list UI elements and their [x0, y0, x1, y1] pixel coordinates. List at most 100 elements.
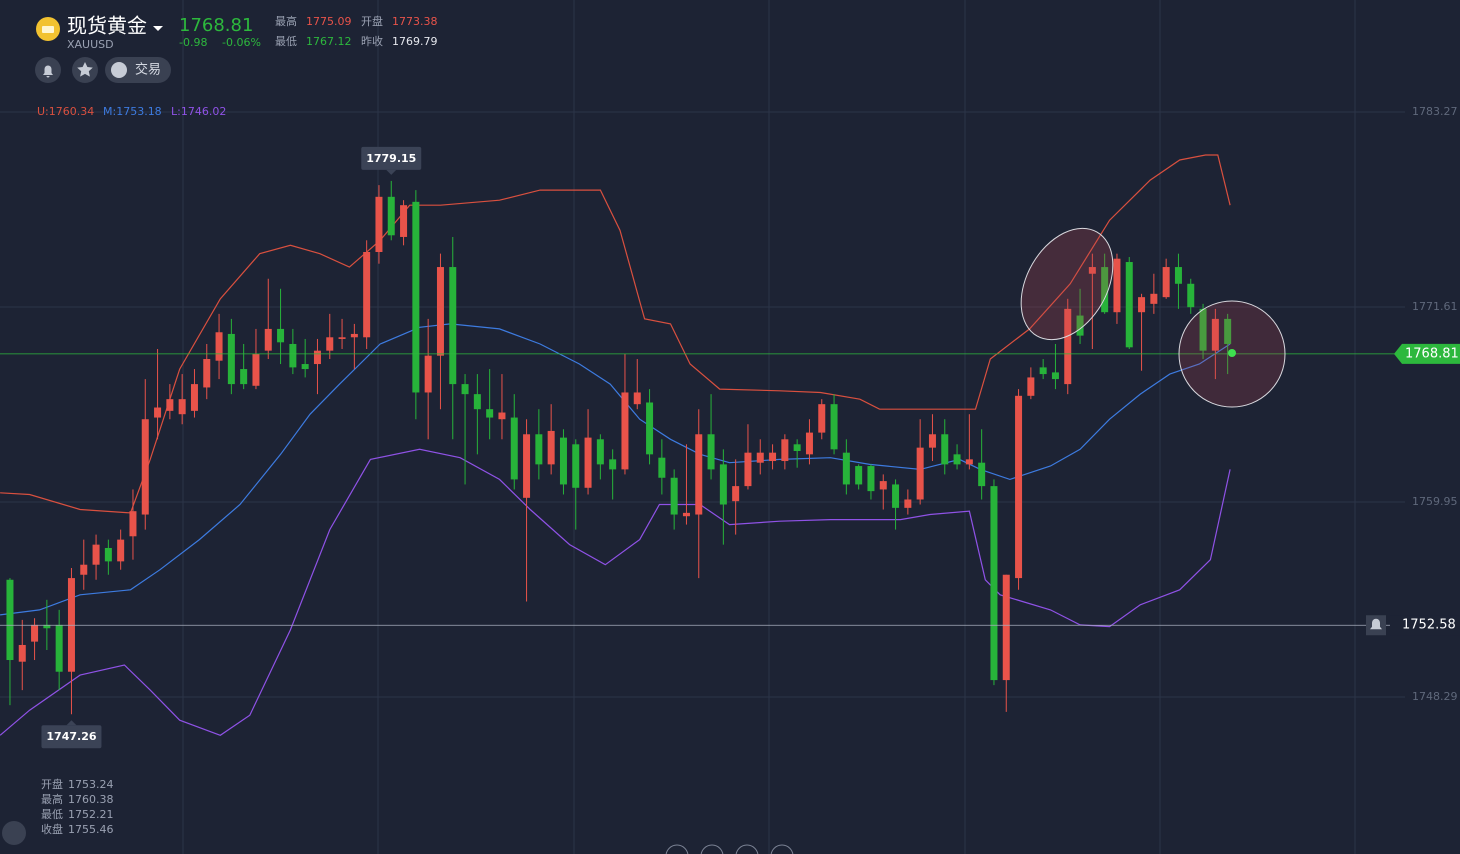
candle-body — [769, 452, 777, 462]
footer-controls — [2, 821, 794, 854]
candle-body — [363, 252, 371, 338]
star-icon — [77, 62, 93, 77]
legend-entry: M:1753.18 — [103, 105, 162, 118]
bell-icon — [43, 65, 53, 78]
candle-body — [1051, 372, 1059, 380]
candle-body — [338, 337, 346, 339]
candle-body — [240, 369, 248, 385]
candle-body — [117, 539, 125, 562]
candle-body — [6, 579, 14, 661]
candle-body — [1211, 318, 1219, 351]
candle-body — [978, 462, 986, 487]
nav-button[interactable] — [665, 844, 689, 854]
candle-body — [436, 267, 444, 356]
candle-body — [523, 434, 531, 498]
candle-body — [621, 392, 629, 470]
candle-body — [879, 481, 887, 490]
nav-button[interactable] — [735, 844, 759, 854]
alert-tag — [1390, 615, 1460, 636]
candle-body — [190, 384, 198, 411]
candle-body — [830, 404, 838, 450]
candle-body — [375, 196, 383, 253]
stat-label: 昨收 — [361, 34, 383, 48]
candle-body — [486, 409, 494, 418]
trade-icon — [111, 62, 127, 78]
candle-body — [264, 328, 272, 351]
max-label-pointer — [386, 169, 397, 175]
candle-body — [1027, 377, 1035, 396]
candle-body — [596, 439, 604, 465]
max-label-box — [361, 146, 422, 170]
current-price-label: 1768.81 — [1405, 346, 1459, 361]
candle-body — [818, 404, 826, 433]
candle-body — [682, 512, 690, 517]
gold-icon-bar — [42, 26, 54, 33]
candle-body — [559, 437, 567, 485]
candle-body — [867, 466, 875, 492]
candle-body — [1088, 267, 1096, 274]
band-line — [0, 323, 1231, 616]
y-tick-label: 1748.29 — [1412, 690, 1458, 703]
candle-body — [658, 457, 666, 478]
candle-body — [400, 205, 408, 237]
y-tick-label: 1783.27 — [1412, 105, 1458, 118]
candle-body — [646, 402, 654, 455]
candle-body — [18, 644, 26, 662]
info-label: 收盘 — [41, 822, 63, 836]
candle-body — [990, 486, 998, 681]
time-grid — [182, 0, 1356, 854]
candle-body — [129, 511, 137, 537]
candle-body — [781, 439, 789, 462]
candle-body — [547, 430, 555, 465]
candle-body — [43, 624, 51, 629]
candle-body — [855, 466, 863, 485]
y-tick-label: 1759.95 — [1412, 495, 1458, 508]
candle-body — [953, 454, 961, 465]
candle-body — [289, 343, 297, 368]
candle-body — [461, 384, 469, 395]
candle-body — [1076, 315, 1084, 336]
candle-body — [1125, 262, 1133, 348]
info-value: 1760.38 — [68, 793, 114, 806]
band-line — [0, 154, 1231, 514]
symbol: XAUUSD — [67, 38, 114, 51]
dropdown[interactable] — [153, 26, 163, 31]
candle-body — [1064, 308, 1072, 385]
info-label: 开盘 — [41, 777, 63, 791]
max-label: 1779.15 — [366, 152, 416, 165]
candle-body — [695, 434, 703, 515]
candle-body — [670, 477, 678, 515]
candle-body — [277, 328, 285, 343]
candle-body — [892, 484, 900, 508]
nav-button[interactable] — [700, 844, 724, 854]
candle-body — [842, 452, 850, 485]
min-label: 1747.26 — [46, 730, 96, 743]
candle-body — [326, 337, 334, 351]
change-pct: -0.06% — [222, 36, 261, 49]
info-label: 最高 — [41, 792, 63, 806]
legend-entry: L:1746.02 — [171, 105, 226, 118]
stat-value: 1769.79 — [392, 35, 438, 48]
candle-body — [805, 432, 813, 455]
candle-body — [92, 544, 100, 565]
candle-body — [1039, 367, 1047, 375]
candle-body — [609, 459, 617, 470]
current-price-tag — [1394, 343, 1460, 364]
candle-body — [424, 355, 432, 393]
candle-body — [55, 624, 63, 672]
indicator-button[interactable] — [2, 821, 26, 845]
candle-body — [584, 437, 592, 488]
legend-entry: U:1760.34 — [37, 105, 94, 118]
candle-body — [707, 434, 715, 470]
current-dot — [1228, 349, 1236, 357]
candle-body — [203, 359, 211, 388]
candle-body — [941, 434, 949, 465]
candle-body — [141, 419, 149, 515]
candle-body — [449, 267, 457, 385]
nav-button[interactable] — [770, 844, 794, 854]
candle-body — [166, 399, 174, 411]
alert-label: 1752.58 — [1402, 618, 1456, 633]
